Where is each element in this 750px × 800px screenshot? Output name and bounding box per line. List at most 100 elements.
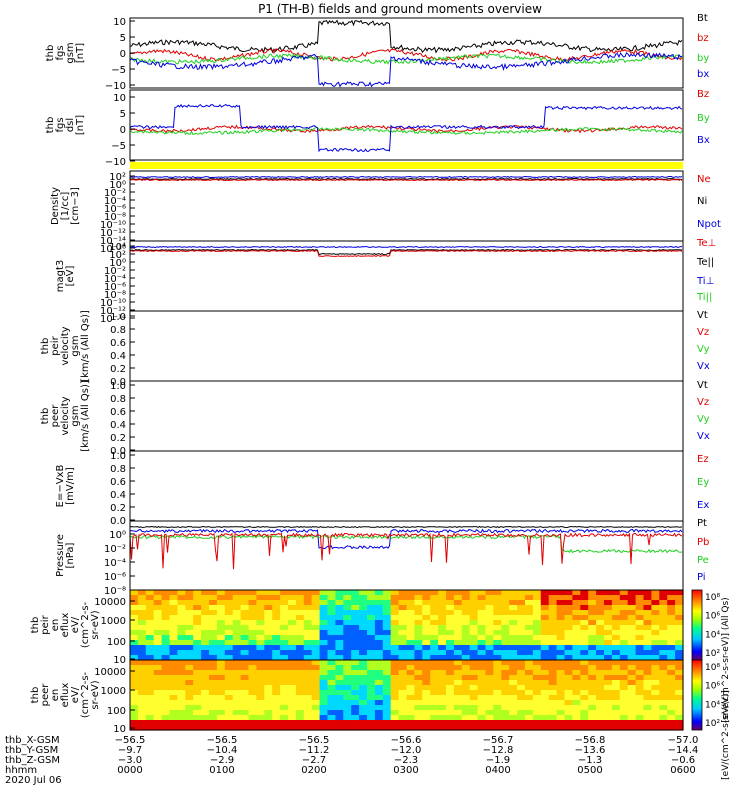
heatmap-cell — [248, 645, 257, 651]
heatmap-cell — [311, 675, 321, 681]
heatmap-cell — [169, 665, 178, 671]
heatmap-cell — [295, 700, 305, 706]
heatmap-cell — [572, 675, 581, 681]
heatmap-cell — [382, 700, 392, 706]
y-tick-label: 10⁻¹⁰ — [100, 298, 126, 309]
heatmap-cell — [509, 710, 518, 716]
heatmap-cell — [272, 660, 281, 666]
heatmap-cell — [288, 690, 297, 696]
heatmap-cell — [398, 605, 408, 611]
heatmap-cell — [461, 635, 471, 641]
heatmap-cell — [193, 675, 202, 681]
heatmap-cell — [540, 610, 550, 616]
heatmap-cell — [303, 700, 313, 706]
heatmap-cell — [288, 685, 297, 691]
heatmap-cell — [659, 645, 668, 651]
heatmap-cell — [161, 660, 171, 666]
y-tick-label: 0.4 — [110, 420, 126, 431]
heatmap-cell — [604, 670, 613, 676]
heatmap-cell — [588, 645, 597, 651]
heatmap-cell — [659, 710, 668, 716]
heatmap-cell — [303, 705, 313, 711]
y-tick-label: −5 — [111, 141, 126, 152]
heatmap-cell — [137, 640, 147, 646]
heatmap-cell — [659, 625, 668, 631]
heatmap-cell — [540, 605, 550, 611]
heatmap-cell — [414, 710, 423, 716]
y-axis-label: [km/s (All Qs)] — [80, 310, 91, 382]
series-line — [129, 249, 683, 258]
x-tick-label: −10.4 — [207, 745, 238, 756]
heatmap-cell — [438, 655, 447, 661]
heatmap-cell — [564, 665, 573, 671]
heatmap-cell — [264, 640, 273, 646]
heatmap-cell — [272, 675, 281, 681]
heatmap-cell — [517, 710, 526, 716]
heatmap-cell — [367, 690, 376, 696]
heatmap-cell — [130, 645, 139, 651]
legend-ti: Ti⊥ — [696, 276, 714, 287]
heatmap-cell — [446, 715, 455, 721]
heatmap-cell — [295, 640, 305, 646]
heatmap-cell — [398, 600, 408, 606]
heatmap-cell — [295, 610, 305, 616]
heatmap-cell — [596, 625, 605, 631]
heatmap-cell — [209, 595, 218, 601]
heatmap-cell — [256, 615, 265, 621]
heatmap-cell — [588, 680, 597, 686]
heatmap-cell — [280, 715, 289, 721]
heatmap-cell — [382, 660, 392, 666]
heatmap-cell — [611, 705, 621, 711]
heatmap-cell — [201, 720, 210, 726]
heatmap-cell — [627, 715, 637, 721]
heatmap-cell — [319, 630, 329, 636]
heatmap-cell — [509, 725, 518, 731]
heatmap-cell — [659, 670, 668, 676]
heatmap-cell — [461, 720, 471, 726]
heatmap-cell — [327, 665, 336, 671]
heatmap-cell — [343, 605, 352, 611]
heatmap-cell — [216, 695, 226, 701]
heatmap-cell — [177, 615, 186, 621]
heatmap-cell — [161, 665, 171, 671]
heatmap-cell — [216, 705, 226, 711]
y-axis-label: thb — [45, 45, 56, 62]
heatmap-cell — [367, 705, 376, 711]
heatmap-cell — [572, 605, 581, 611]
heatmap-cell — [509, 650, 518, 656]
y-axis-label: eV/ — [70, 616, 81, 633]
heatmap-cell — [604, 705, 613, 711]
heatmap-cell — [446, 600, 455, 606]
heatmap-cell — [414, 625, 423, 631]
heatmap-cell — [438, 595, 447, 601]
heatmap-cell — [216, 715, 226, 721]
heatmap-cell — [343, 625, 352, 631]
heatmap-cell — [177, 620, 186, 626]
heatmap-cell — [422, 640, 431, 646]
heatmap-cell — [390, 635, 400, 641]
heatmap-cell — [185, 605, 194, 611]
heatmap-cell — [169, 600, 178, 606]
heatmap-cell — [398, 675, 408, 681]
heatmap-cell — [130, 685, 139, 691]
heatmap-cell — [580, 685, 589, 691]
heatmap-cell — [485, 625, 494, 631]
heatmap-cell — [311, 615, 321, 621]
heatmap-cell — [327, 685, 336, 691]
heatmap-cell — [295, 685, 305, 691]
heatmap-cell — [493, 625, 502, 631]
heatmap-cell — [422, 625, 431, 631]
heatmap-cell — [374, 600, 384, 606]
heatmap-cell — [414, 675, 423, 681]
heatmap-cell — [611, 630, 621, 636]
y-tick-label: 10⁻² — [104, 266, 126, 277]
heatmap-cell — [588, 590, 597, 596]
x-tick-label: −12.8 — [483, 745, 514, 756]
heatmap-cell — [659, 680, 668, 686]
heatmap-cell — [374, 630, 384, 636]
heatmap-cell — [446, 605, 455, 611]
heatmap-cell — [564, 615, 573, 621]
heatmap-cell — [572, 640, 581, 646]
heatmap-cell — [311, 670, 321, 676]
